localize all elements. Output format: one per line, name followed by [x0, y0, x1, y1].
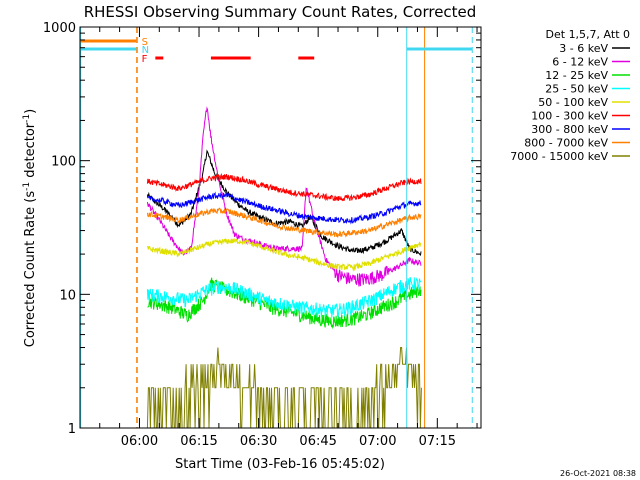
- legend-label-50-100-kev: 50 - 100 keV: [538, 96, 608, 109]
- chart-title: RHESSI Observing Summary Count Rates, Co…: [84, 3, 477, 21]
- timestamp: 26-Oct-2021 08:38: [560, 469, 636, 478]
- series-layer: [146, 106, 422, 429]
- marker-layer: [80, 27, 473, 428]
- y-axis-label: Corrected Count Rate (s-1 detector-1): [22, 109, 38, 347]
- legend-label-7000-15000-kev: 7000 - 15000 keV: [510, 150, 608, 163]
- flag-layer: SNF: [80, 37, 473, 65]
- legend-label-100-300-kev: 100 - 300 keV: [531, 110, 608, 123]
- y-axis: 1 10 100 1000: [43, 21, 481, 437]
- x-tick-label: 06:15: [180, 434, 217, 449]
- series-6-12-kev: [146, 106, 422, 287]
- series-50-100-kev: [146, 238, 422, 272]
- flag-s-label: S: [142, 37, 148, 48]
- x-tick-label: 06:45: [299, 434, 336, 449]
- series-300-800-kev: [146, 191, 422, 225]
- series-25-50-kev: [146, 277, 422, 319]
- series-12-25-kev: [147, 277, 422, 330]
- series-7000-15000-kev: [146, 347, 422, 429]
- y-tick-label: 1000: [43, 21, 76, 36]
- flag-f-label: F: [142, 54, 148, 65]
- y-tick-label: 10: [59, 288, 76, 303]
- legend-title: Det 1,5,7, Att 0: [546, 28, 630, 41]
- series-100-300-kev: [146, 172, 422, 202]
- y-tick-label: 100: [51, 155, 76, 170]
- flag-n-label: N: [142, 45, 149, 56]
- x-tick-label: 07:15: [419, 434, 456, 449]
- legend-label-800-7000-kev: 800 - 7000 keV: [524, 137, 608, 150]
- legend-label-6-12-kev: 6 - 12 keV: [552, 56, 608, 69]
- x-tick-label: 06:30: [240, 434, 277, 449]
- y-tick-label: 1: [68, 422, 76, 437]
- series-3-6-kev: [146, 149, 422, 256]
- legend-label-3-6-kev: 3 - 6 keV: [559, 42, 608, 55]
- x-axis-label: Start Time (03-Feb-16 05:45:02): [175, 457, 385, 472]
- x-tick-label: 07:00: [359, 434, 396, 449]
- x-axis: 06:00 06:15 06:30 06:45 07:00 07:15: [99, 27, 478, 449]
- plot-frame: [79, 26, 482, 429]
- legend-label-12-25-kev: 12 - 25 keV: [545, 69, 608, 82]
- legend-label-25-50-kev: 25 - 50 keV: [545, 83, 608, 96]
- legend-label-300-800-kev: 300 - 800 keV: [531, 123, 608, 136]
- x-tick-label: 06:00: [121, 434, 158, 449]
- series-800-7000-kev: [146, 207, 422, 238]
